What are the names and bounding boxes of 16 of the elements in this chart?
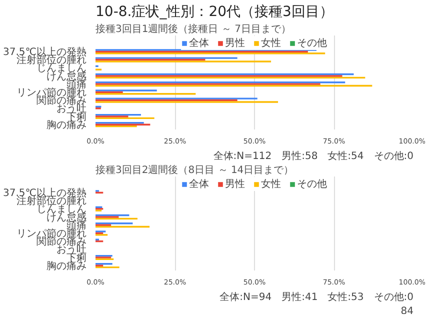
legend-label: その他	[297, 178, 327, 191]
legend-label: 全体	[189, 178, 209, 191]
text: 全体:N=112 男性:58 女性:54 その他:0	[213, 150, 414, 162]
chart-title: 接種3回目2週間後（8日目 ～ 14日目まで）	[96, 164, 294, 176]
legend-label: 女性	[261, 178, 281, 191]
y-tick-label: 下痢	[66, 252, 86, 264]
text: 全体:N=94 男性:41 女性:53 その他:0	[220, 291, 414, 303]
y-tick-label: 下痢	[66, 110, 86, 123]
legend-label: 男性	[225, 36, 245, 50]
legend-label: その他	[297, 37, 327, 50]
legend-label: 男性	[225, 178, 245, 191]
legend-label: 全体	[189, 37, 209, 50]
chart-title: 10-8.症状_性別：20代（接種3回目）	[96, 4, 334, 20]
text: 84	[400, 306, 414, 317]
legend-label: 女性	[261, 36, 281, 50]
chart-subtitle: 接種3回目1週間後（接種日 ～ 7日目まで）	[96, 23, 291, 35]
